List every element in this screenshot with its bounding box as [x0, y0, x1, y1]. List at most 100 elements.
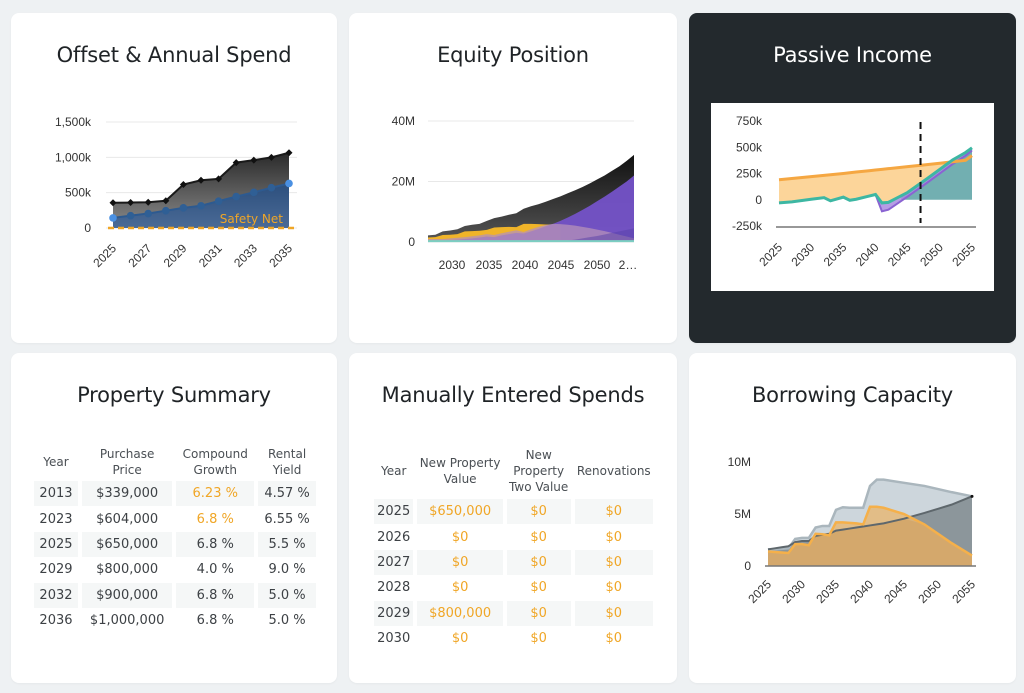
- y-tick-label: 0: [744, 559, 751, 573]
- table-cell-year: 2025: [34, 531, 78, 558]
- loan-end-point: [970, 494, 974, 498]
- card-manual-spends[interactable]: Manually Entered Spends Year New Property…: [349, 353, 677, 683]
- y-tick-label: -250k: [732, 219, 763, 233]
- table-cell-new-property-two: $0: [506, 600, 571, 626]
- card-title: Manually Entered Spends: [381, 383, 645, 407]
- table-row: 2028 $0 $0 $0: [374, 575, 653, 600]
- table-cell-new-property: $0: [417, 549, 503, 576]
- table-row: 2027 $0 $0 $0: [374, 549, 653, 576]
- offset-point: [162, 197, 170, 205]
- target-income-line: [778, 154, 973, 182]
- available-line: [767, 505, 973, 557]
- x-tick-label: 2045: [881, 577, 910, 606]
- annual-spend-point: [109, 214, 117, 222]
- column-header: Renovations: [576, 464, 651, 478]
- offset-point: [127, 199, 135, 207]
- x-tick-label: 2035: [821, 240, 850, 269]
- offset-point: [197, 176, 205, 184]
- table-header-row: Year New Property Value New Property Two Valu…: [374, 443, 653, 499]
- x-tick-label: 2040: [512, 258, 539, 272]
- table-row: 2025 $650,000 6.8 % 5.5 %: [34, 531, 316, 558]
- offset-point: [267, 153, 275, 161]
- table-row: 2030 $0 $0 $0: [374, 626, 653, 651]
- y-tick-label: 0: [755, 193, 762, 207]
- card-equity-position[interactable]: Equity Position 0 20M 40M 2030 2035 2040 2045 2…: [349, 13, 677, 343]
- x-tick-label: 2030: [779, 577, 808, 606]
- table-cell-year: 2025: [374, 499, 414, 525]
- table-cell-renovations: $0: [605, 631, 623, 647]
- x-tick-label: 2030: [439, 258, 466, 272]
- card-borrowing-capacity[interactable]: Borrowing Capacity 0 5M 10M 2025 2030 2035 204…: [689, 353, 1016, 683]
- table-cell-new-property: $0: [451, 529, 469, 545]
- table-row: 2029 $800,000 $0 $0: [374, 600, 653, 626]
- table-cell-year: 2032: [34, 582, 78, 608]
- table-cell-renovations: $0: [605, 529, 623, 545]
- table-cell-price: $800,000: [96, 562, 159, 578]
- x-tick-label: 2025: [90, 241, 119, 270]
- table-cell-new-property: $800,000: [417, 600, 503, 626]
- x-tick-label: 2035: [476, 258, 503, 272]
- x-tick-label: 2031: [196, 241, 225, 270]
- y-tick-label: 1,500k: [55, 115, 92, 129]
- offset-point: [250, 156, 258, 164]
- column-header: Purchase Price: [99, 447, 155, 477]
- purple-equity-area: [428, 175, 634, 242]
- table-cell-year: 2026: [377, 529, 411, 545]
- y-tick-label: 20M: [392, 175, 415, 189]
- table-cell-growth: 4.0 %: [196, 562, 234, 578]
- x-tick-label: 2029: [161, 241, 190, 270]
- table-row: 2029 $800,000 4.0 % 9.0 %: [34, 557, 316, 582]
- card-offset-annual-spend[interactable]: Offset & Annual Spend 0 500k 1,000k 1,500k S…: [11, 13, 337, 343]
- offset-point: [232, 159, 240, 167]
- table-row: 2013 $339,000 6.23 % 4.57 %: [34, 481, 316, 507]
- table-cell-new-property: $0: [451, 631, 469, 647]
- table-cell-price: $900,000: [81, 582, 173, 608]
- table-cell-year: 2036: [39, 613, 73, 629]
- x-tick-label: 2055: [949, 240, 978, 269]
- table-row: 2026 $0 $0 $0: [374, 524, 653, 549]
- annual-spend-point: [162, 206, 170, 215]
- x-tick-label: 2040: [847, 577, 876, 606]
- table-cell-growth: 6.8 %: [196, 613, 234, 629]
- equity-position-chart[interactable]: 0 20M 40M 2030 2035 2040 2045 2050 2…: [349, 13, 677, 343]
- table-cell-price: $604,000: [96, 511, 159, 527]
- y-tick-label: 1,000k: [55, 150, 92, 164]
- table-header-row: Year Purchase Price Compound Growth Rental Yie…: [34, 443, 316, 481]
- column-header: Year: [380, 464, 407, 478]
- table-cell-renovations: $0: [574, 499, 653, 525]
- table-cell-growth: 6.8 %: [176, 531, 255, 558]
- safety-net-label: Safety Net: [220, 212, 284, 226]
- dark-purple-band: [567, 228, 634, 242]
- table-cell-yield: 5.5 %: [258, 531, 316, 558]
- x-tick-label: 2050: [917, 240, 946, 269]
- table-row: 2023 $604,000 6.8 % 6.55 %: [34, 506, 316, 531]
- x-tick-label: 2035: [266, 241, 295, 270]
- borrowing-capacity-chart[interactable]: 0 5M 10M 2025 2030 2035 2040 2045 2050 2055: [689, 353, 1016, 683]
- annual-spend-point: [250, 188, 258, 197]
- table-cell-year: 2023: [39, 511, 73, 527]
- card-property-summary[interactable]: Property Summary Year Purchase Price Compou…: [11, 353, 337, 683]
- offset-point: [215, 175, 223, 183]
- table-cell-renovations: $0: [574, 600, 653, 626]
- annual-spend-point: [179, 204, 188, 212]
- column-header: Year: [43, 455, 69, 469]
- table-cell-yield: 4.57 %: [258, 481, 316, 507]
- table-cell-yield: 9.0 %: [268, 562, 306, 578]
- mauve-equity-area: [428, 223, 634, 242]
- y-tick-label: 750k: [736, 114, 763, 128]
- offset-point: [179, 181, 187, 189]
- card-title: Offset & Annual Spend: [56, 43, 292, 67]
- table-cell-year: 2013: [34, 481, 78, 507]
- manual-spends-table: Year New Property Value New Property Two Valu…: [370, 443, 657, 651]
- table-cell-yield: 5.0 %: [258, 582, 316, 608]
- table-cell-price: $339,000: [81, 481, 173, 507]
- y-tick-label: 40M: [392, 114, 415, 128]
- annual-spend-point: [285, 179, 293, 188]
- x-tick-label: 2050: [915, 577, 944, 606]
- table-cell-new-property-two: $0: [530, 631, 547, 647]
- max-capacity-line: [768, 478, 973, 551]
- column-header: New Property Value: [419, 456, 501, 486]
- card-passive-income[interactable]: Passive Income -250k 0 250k 500k 750k 2025 203…: [689, 13, 1016, 343]
